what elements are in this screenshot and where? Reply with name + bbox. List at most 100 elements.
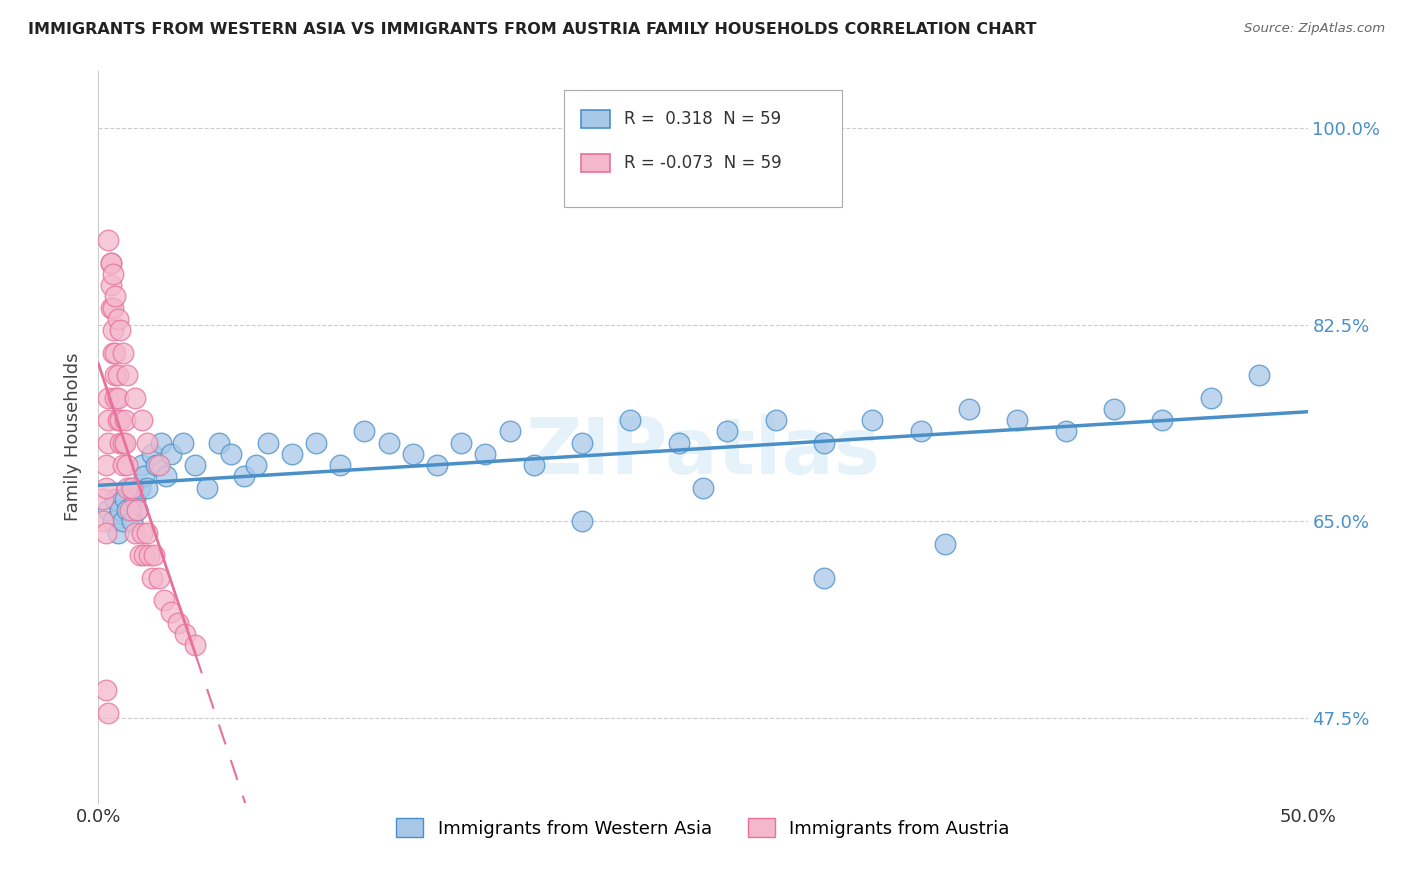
Point	[100, 301, 122, 315]
Point	[111, 515, 134, 529]
Legend: Immigrants from Western Asia, Immigrants from Austria: Immigrants from Western Asia, Immigrants…	[389, 811, 1017, 845]
Point	[148, 458, 170, 473]
Point	[114, 435, 136, 450]
Point	[101, 267, 124, 281]
Point	[131, 458, 153, 473]
Point	[957, 401, 980, 416]
Point	[208, 435, 231, 450]
Point	[134, 469, 156, 483]
Point	[668, 435, 690, 450]
Point	[305, 435, 328, 450]
Point	[94, 683, 117, 698]
Point	[138, 548, 160, 562]
Point	[523, 458, 546, 473]
Point	[141, 571, 163, 585]
Point	[1249, 368, 1271, 383]
Point	[117, 458, 139, 473]
Y-axis label: Family Households: Family Households	[65, 353, 83, 521]
FancyBboxPatch shape	[581, 110, 610, 128]
Point	[256, 435, 278, 450]
Point	[135, 435, 157, 450]
Point	[184, 458, 207, 473]
Point	[111, 345, 134, 359]
Point	[498, 425, 520, 439]
Point	[571, 435, 593, 450]
Point	[94, 481, 117, 495]
Text: ZIPatlas: ZIPatlas	[526, 414, 880, 490]
Point	[91, 515, 114, 529]
Point	[97, 503, 120, 517]
Point	[100, 278, 122, 293]
Point	[128, 481, 150, 495]
Point	[172, 435, 194, 450]
Point	[1054, 425, 1077, 439]
Text: R = -0.073  N = 59: R = -0.073 N = 59	[624, 153, 782, 172]
Point	[134, 548, 156, 562]
Point	[100, 255, 122, 269]
Point	[104, 289, 127, 303]
Point	[910, 425, 932, 439]
Point	[402, 447, 425, 461]
Point	[167, 615, 190, 630]
Point	[101, 301, 124, 315]
Point	[104, 345, 127, 359]
Point	[91, 491, 114, 506]
Point	[155, 469, 177, 483]
Point	[108, 323, 131, 337]
Point	[184, 638, 207, 652]
Point	[1199, 391, 1222, 405]
FancyBboxPatch shape	[564, 90, 842, 207]
Point	[124, 391, 146, 405]
Point	[160, 447, 183, 461]
Point	[1152, 413, 1174, 427]
Point	[148, 571, 170, 585]
Point	[97, 435, 120, 450]
Point	[143, 548, 166, 562]
Point	[101, 323, 124, 337]
Point	[118, 481, 141, 495]
Text: Source: ZipAtlas.com: Source: ZipAtlas.com	[1244, 22, 1385, 36]
Point	[107, 525, 129, 540]
Point	[97, 413, 120, 427]
Point	[765, 413, 787, 427]
Point	[127, 503, 149, 517]
Point	[1102, 401, 1125, 416]
Point	[121, 481, 143, 495]
Point	[1007, 413, 1029, 427]
Point	[107, 312, 129, 326]
Point	[97, 706, 120, 720]
Point	[108, 413, 131, 427]
FancyBboxPatch shape	[581, 154, 610, 171]
Point	[131, 525, 153, 540]
Point	[104, 368, 127, 383]
Point	[101, 345, 124, 359]
Point	[135, 481, 157, 495]
Point	[124, 491, 146, 506]
Point	[426, 458, 449, 473]
Point	[114, 413, 136, 427]
Point	[813, 435, 835, 450]
Point	[107, 368, 129, 383]
Point	[450, 435, 472, 450]
Point	[118, 503, 141, 517]
Point	[160, 605, 183, 619]
Point	[104, 491, 127, 506]
Point	[117, 503, 139, 517]
Point	[619, 413, 641, 427]
Point	[174, 627, 197, 641]
Point	[195, 481, 218, 495]
Point	[97, 233, 120, 247]
Point	[221, 447, 243, 461]
Point	[128, 548, 150, 562]
Point	[934, 537, 956, 551]
Point	[94, 458, 117, 473]
Point	[571, 515, 593, 529]
Point	[135, 525, 157, 540]
Point	[97, 391, 120, 405]
Point	[107, 413, 129, 427]
Point	[281, 447, 304, 461]
Point	[232, 469, 254, 483]
Point	[114, 491, 136, 506]
Point	[94, 525, 117, 540]
Point	[108, 503, 131, 517]
